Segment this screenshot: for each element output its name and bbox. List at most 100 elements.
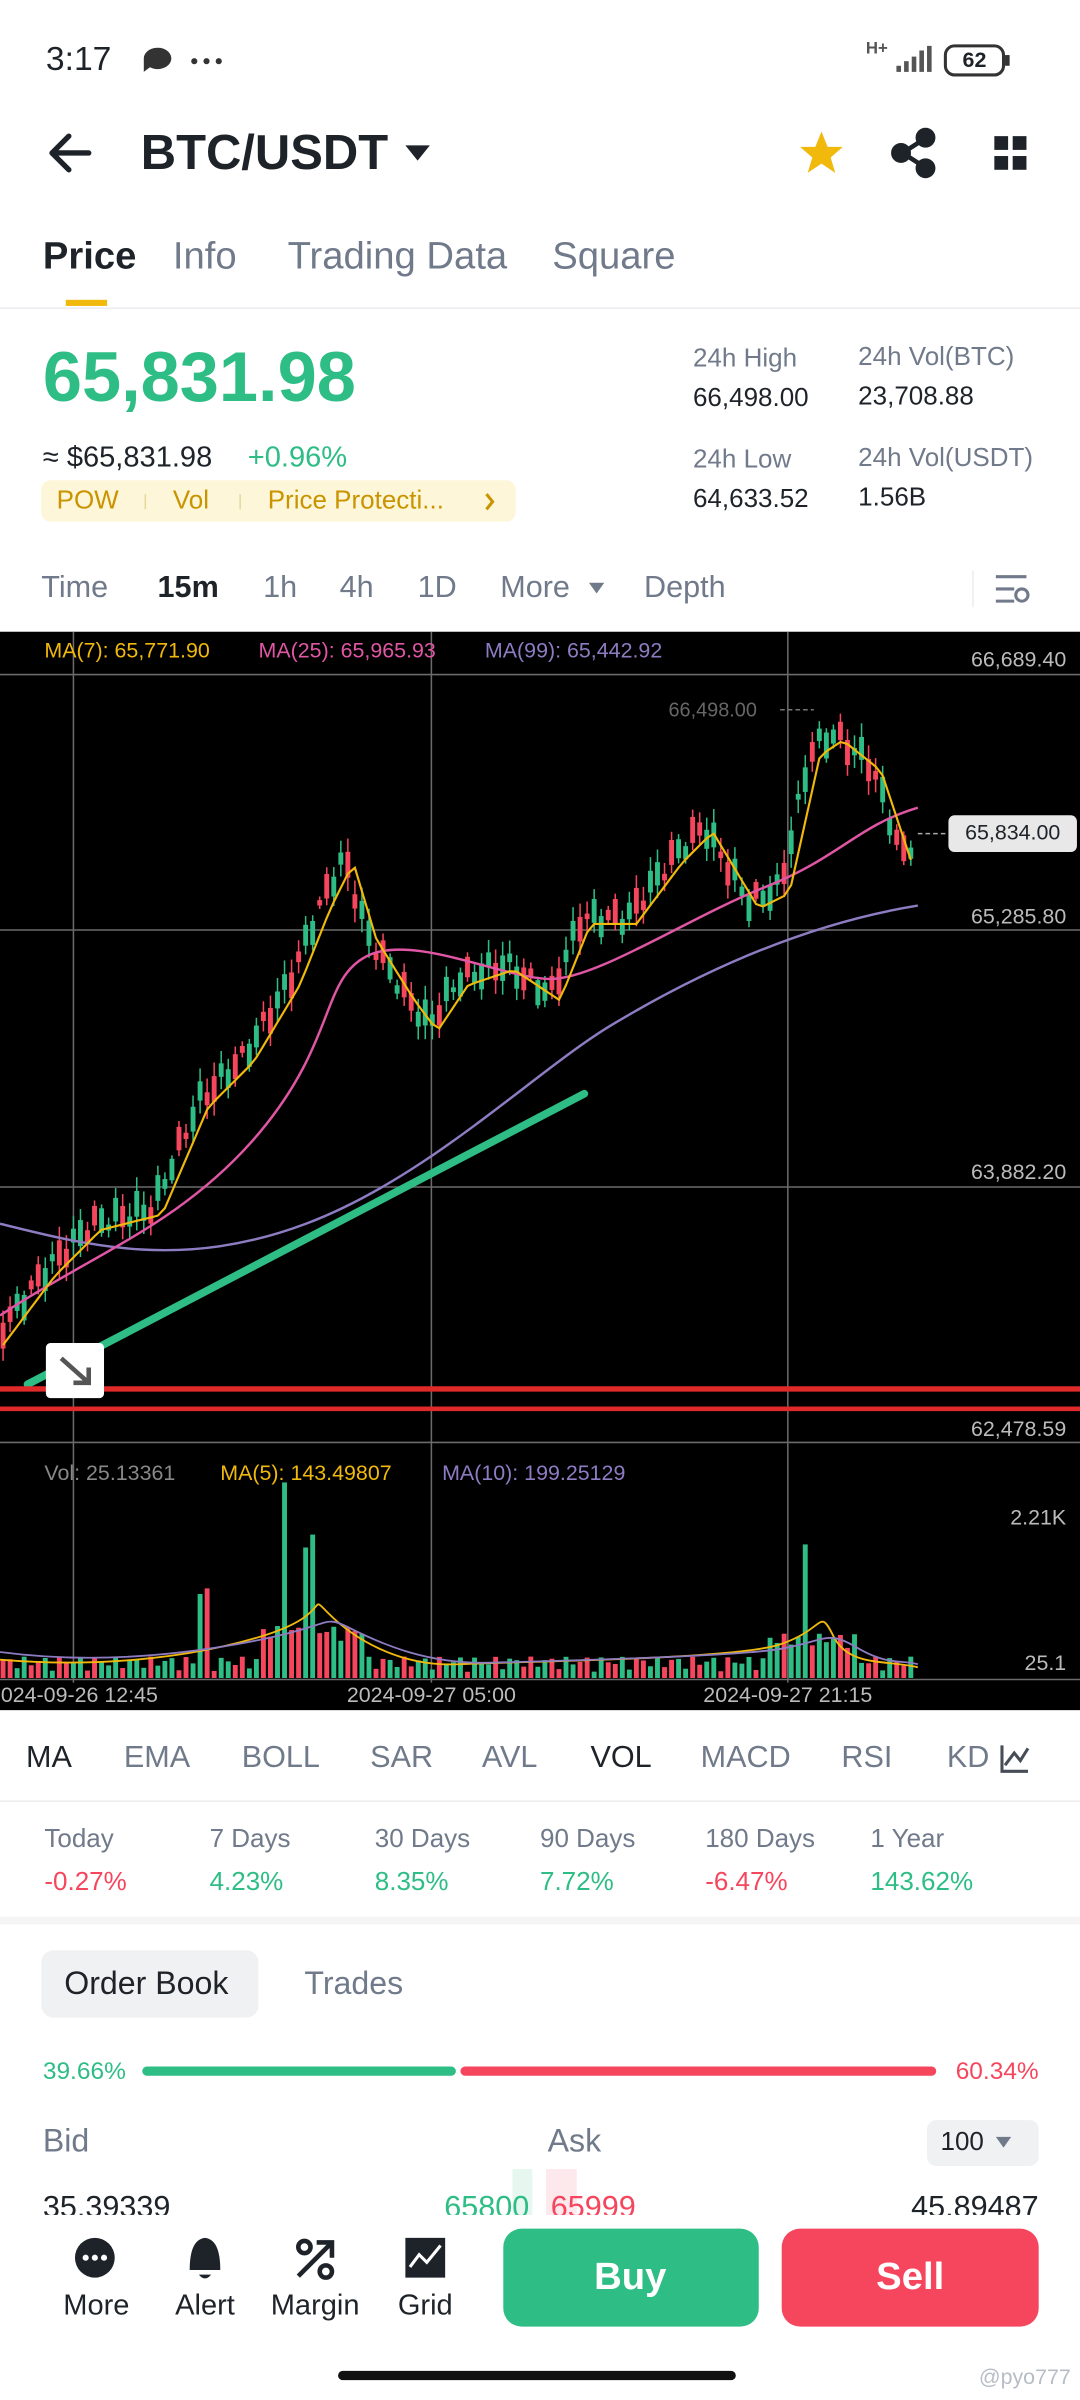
tag[interactable]: Vol [173,485,209,515]
nav-label[interactable]: More [63,2289,129,2321]
ma-label: MA(25): 65,965.93 [259,638,436,662]
candle-body [563,949,569,963]
volume-bar [183,1657,189,1679]
pair-title[interactable]: BTC/USDT [141,126,389,180]
depth-value[interactable]: 100 [941,2126,984,2156]
candle-body [535,980,541,1006]
interval-option[interactable]: 15m [158,570,219,604]
period-change: 7.72% [540,1866,614,1896]
indicator-tab[interactable]: RSI [841,1740,892,1774]
indicator-tab[interactable]: MA [26,1740,72,1774]
indicator-tab[interactable]: EMA [124,1740,191,1774]
nav-label[interactable]: Alert [175,2289,235,2321]
share-button[interactable] [891,127,936,179]
watermark: @pyo777 [979,2365,1071,2389]
indicator-tab[interactable]: MACD [701,1740,791,1774]
candle-body [873,770,879,780]
candle-body [507,953,513,963]
interval-option[interactable]: 1D [418,570,457,604]
period-change: 4.23% [210,1866,284,1896]
candle-body [303,924,309,946]
grid-icon[interactable] [405,2237,446,2278]
candle-body [415,1011,421,1027]
pair-dropdown[interactable] [405,145,430,161]
candle-body [683,846,689,860]
candle-body [225,1069,231,1089]
favorite-button[interactable] [800,131,843,173]
candle-body [429,1014,435,1026]
trades-tab[interactable]: Trades [304,1965,403,2001]
candle-body [21,1294,27,1321]
candle-body [802,767,808,792]
volume-bar [127,1659,133,1679]
tag-arrow [485,493,495,511]
tab[interactable]: Square [552,235,675,278]
volume-bar [521,1666,527,1679]
volume-bar [690,1656,696,1679]
indicator-tab[interactable]: AVL [482,1740,538,1774]
interval-option[interactable]: 1h [263,570,297,604]
candle-body [78,1220,83,1247]
candle-body [887,817,893,836]
candle-body [859,736,864,760]
candle-body [63,1248,69,1268]
volume-bar [774,1642,780,1679]
tab[interactable]: Info [173,235,237,278]
interval-option[interactable]: Time [41,570,108,604]
stat-value: 23,708.88 [858,381,974,411]
sell-button[interactable] [781,2228,1039,2327]
tab[interactable]: Trading Data [288,235,508,278]
nav-label[interactable]: Grid [398,2289,453,2321]
indicator-tab[interactable]: BOLL [242,1740,320,1774]
indicator-tab[interactable]: SAR [370,1740,433,1774]
volume-bar [887,1658,893,1679]
candle-body [479,963,485,990]
stat-label: 24h Low [693,443,792,473]
layout-button[interactable] [994,136,1027,170]
chart-area[interactable] [0,631,1080,1711]
candle-body [655,862,660,886]
candle-body [211,1076,217,1103]
order-book-tab-bg[interactable] [41,1950,259,2018]
volume-bar [640,1660,646,1679]
volume-bar [633,1658,639,1679]
volume-bar [436,1656,442,1679]
ma-label: MA(7): 65,771.90 [44,638,209,662]
volume-bar [289,1630,295,1679]
interval-option[interactable]: More [500,570,570,604]
depth-selector[interactable] [927,2120,1039,2166]
interval-option[interactable]: Depth [644,570,726,604]
volume-bar [85,1670,90,1679]
tag-pill[interactable] [41,480,516,522]
indicator-settings-button[interactable] [1000,1745,1030,1773]
indicator-tab[interactable]: VOL [590,1740,651,1774]
volume-bar [310,1534,316,1679]
volume-axis-label: 2.21K [1010,1506,1067,1530]
buy-label[interactable]: Buy [594,2255,667,2298]
indicator-tab[interactable]: KD [947,1740,989,1774]
candle-body [816,728,822,742]
period-label: 1 Year [870,1823,944,1853]
tag[interactable]: POW [57,485,120,515]
volume-bar [465,1671,470,1679]
alert-icon[interactable] [189,2237,221,2279]
candle-body [549,975,555,990]
chart-settings-button[interactable] [995,575,1030,603]
tag[interactable]: Price Protecti... [268,485,444,515]
buy-button[interactable] [503,2228,759,2327]
interval-option[interactable]: 4h [340,570,374,604]
battery-icon [943,44,1006,77]
sell-label[interactable]: Sell [876,2255,944,2298]
period-change: 143.62% [870,1866,973,1896]
margin-icon[interactable] [296,2238,335,2280]
home-indicator [338,2370,736,2381]
volume-bar [605,1662,611,1679]
volume-bar [619,1656,625,1679]
order-book-tab[interactable]: Order Book [64,1965,229,2001]
volume-bar [408,1666,414,1679]
back-button[interactable] [49,133,92,173]
tab[interactable]: Price [43,235,137,278]
nav-label[interactable]: Margin [271,2289,360,2321]
candle-body [570,920,576,941]
